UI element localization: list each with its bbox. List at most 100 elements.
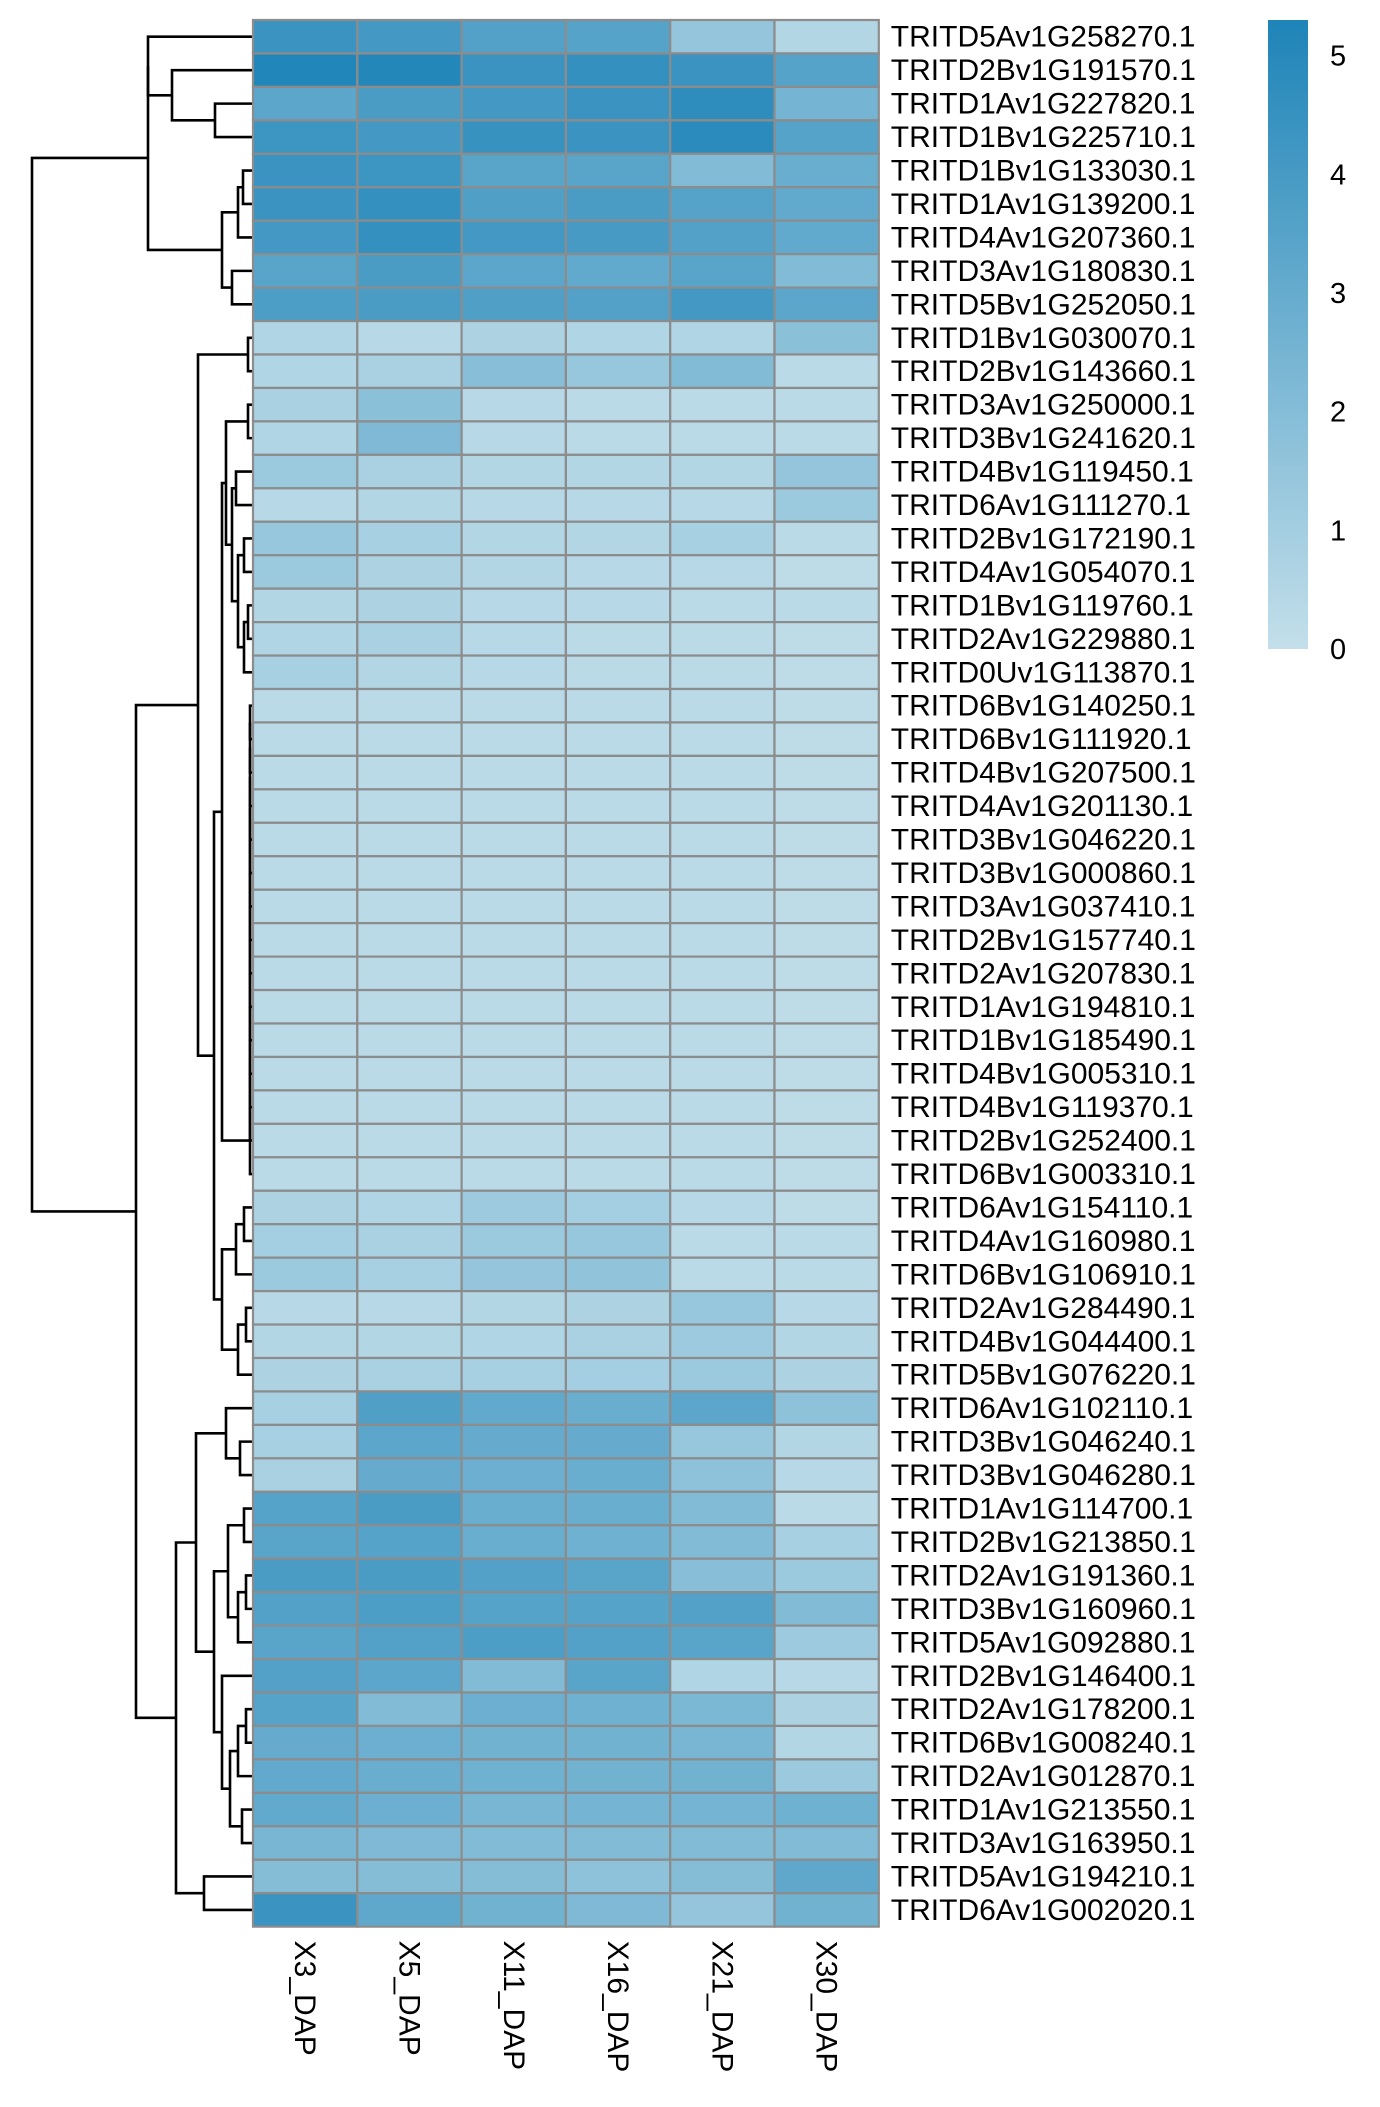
heatmap-cell [564, 1724, 672, 1761]
heatmap-cell [773, 754, 880, 791]
heatmap-cell [773, 1055, 880, 1092]
heatmap-cell [669, 721, 776, 758]
heatmap-cell [356, 687, 463, 724]
row-label: TRITD6Bv1G140250.1 [891, 690, 1196, 723]
heatmap-cell [460, 520, 568, 557]
dendrogram-branch [220, 481, 250, 1142]
heatmap-cell [564, 1657, 672, 1694]
heatmap-cell [356, 1858, 463, 1895]
heatmap-cell [669, 18, 776, 55]
heatmap-cell [669, 1022, 776, 1059]
row-label: TRITD1Bv1G225710.1 [891, 121, 1196, 154]
row-label: TRITD6Bv1G106910.1 [891, 1258, 1196, 1291]
heatmap-cell [669, 1122, 776, 1159]
heatmap-cell [460, 353, 568, 390]
dendrogram-branch [242, 1507, 252, 1544]
heatmap-cell [773, 821, 880, 858]
heatmap-cell [251, 1022, 359, 1059]
row-label: TRITD3Bv1G241620.1 [891, 422, 1196, 455]
heatmap-cell [251, 754, 359, 791]
heatmap-cell [460, 687, 568, 724]
heatmap-cell [669, 821, 776, 858]
row-label: TRITD2Bv1G191570.1 [891, 54, 1196, 87]
heatmap-cell [669, 1858, 776, 1895]
heatmap-cell [564, 52, 672, 89]
heatmap-cell [773, 554, 880, 590]
heatmap-cell [773, 855, 880, 891]
heatmap-cell [460, 1892, 568, 1928]
dendrogram-branch [146, 35, 252, 97]
heatmap-cells [251, 18, 880, 1928]
heatmap-cell [460, 119, 568, 155]
dendrogram-branch [242, 537, 252, 574]
row-label: TRITD4Av1G207360.1 [891, 221, 1196, 254]
heatmap-cell [460, 85, 568, 122]
heatmap-cell [460, 654, 568, 691]
heatmap-cell [251, 1557, 359, 1594]
heatmap-cell [564, 1289, 672, 1326]
heatmap-cell [251, 1457, 359, 1493]
heatmap-cell [356, 319, 463, 356]
row-label: TRITD3Bv1G046220.1 [891, 824, 1196, 857]
row-label: TRITD0Uv1G113870.1 [891, 656, 1196, 689]
heatmap-cell [564, 821, 672, 858]
dendrogram-branch [174, 1541, 204, 1895]
heatmap-cell [564, 1858, 672, 1895]
heatmap-cell [460, 1591, 568, 1627]
heatmap-cell [251, 1892, 359, 1928]
heatmap-cell [669, 922, 776, 958]
heatmap-cell [356, 420, 463, 456]
row-label: TRITD4Bv1G119370.1 [891, 1091, 1194, 1124]
heatmap-cell [773, 52, 880, 89]
legend-tick-label: 4 [1330, 159, 1346, 191]
heatmap-cell [669, 453, 776, 490]
heatmap-cell [773, 1423, 880, 1460]
heatmap-cell [251, 888, 359, 925]
heatmap-cell [460, 1022, 568, 1059]
heatmap-cell [356, 286, 463, 323]
dendrogram-branch [244, 1574, 252, 1611]
row-label: TRITD3Av1G180830.1 [891, 255, 1196, 288]
heatmap-cell [356, 988, 463, 1025]
heatmap-cell [251, 1758, 359, 1794]
heatmap-cell [251, 1156, 359, 1192]
dendrogram-branch [248, 1107, 252, 1176]
heatmap-cell [460, 922, 568, 958]
heatmap-cell [773, 1156, 880, 1192]
row-label: TRITD2Av1G178200.1 [891, 1693, 1196, 1726]
dendrogram-branch [234, 470, 252, 507]
heatmap-cell [356, 1657, 463, 1694]
dendrogram-branch [240, 1808, 252, 1845]
heatmap-cell [773, 1624, 880, 1661]
heatmap-cell [460, 1223, 568, 1259]
heatmap-cell [669, 988, 776, 1025]
heatmap-cell [564, 687, 672, 724]
heatmap-cell [669, 1657, 776, 1694]
dendrogram-branch [244, 1306, 252, 1343]
heatmap-cell [460, 1323, 568, 1360]
dendrogram-branch [30, 156, 148, 1213]
heatmap-cell [669, 253, 776, 289]
heatmap-cell [773, 219, 880, 256]
heatmap-cell [773, 1457, 880, 1493]
heatmap-cell [773, 1557, 880, 1594]
heatmap-cell [773, 1490, 880, 1527]
heatmap-cell [773, 1356, 880, 1393]
heatmap-cell [773, 1892, 880, 1928]
color-legend: 0 1 2 3 4 5 [1268, 20, 1346, 666]
row-label: TRITD3Bv1G046280.1 [891, 1459, 1196, 1492]
row-label: TRITD3Av1G163950.1 [891, 1827, 1196, 1860]
heatmap-cell [773, 1289, 880, 1326]
row-label: TRITD2Bv1G143660.1 [891, 355, 1196, 388]
heatmap-cell [460, 855, 568, 891]
heatmap-cell [564, 1122, 672, 1159]
heatmap-cell [356, 186, 463, 222]
heatmap-cell [356, 1122, 463, 1159]
heatmap-cell [356, 1189, 463, 1226]
heatmap-cell [564, 955, 672, 992]
heatmap-cell [356, 1724, 463, 1761]
heatmap-cell [460, 152, 568, 189]
heatmap-cell [564, 654, 672, 691]
heatmap-cell [669, 1892, 776, 1928]
row-label: TRITD4Av1G160980.1 [891, 1225, 1196, 1258]
